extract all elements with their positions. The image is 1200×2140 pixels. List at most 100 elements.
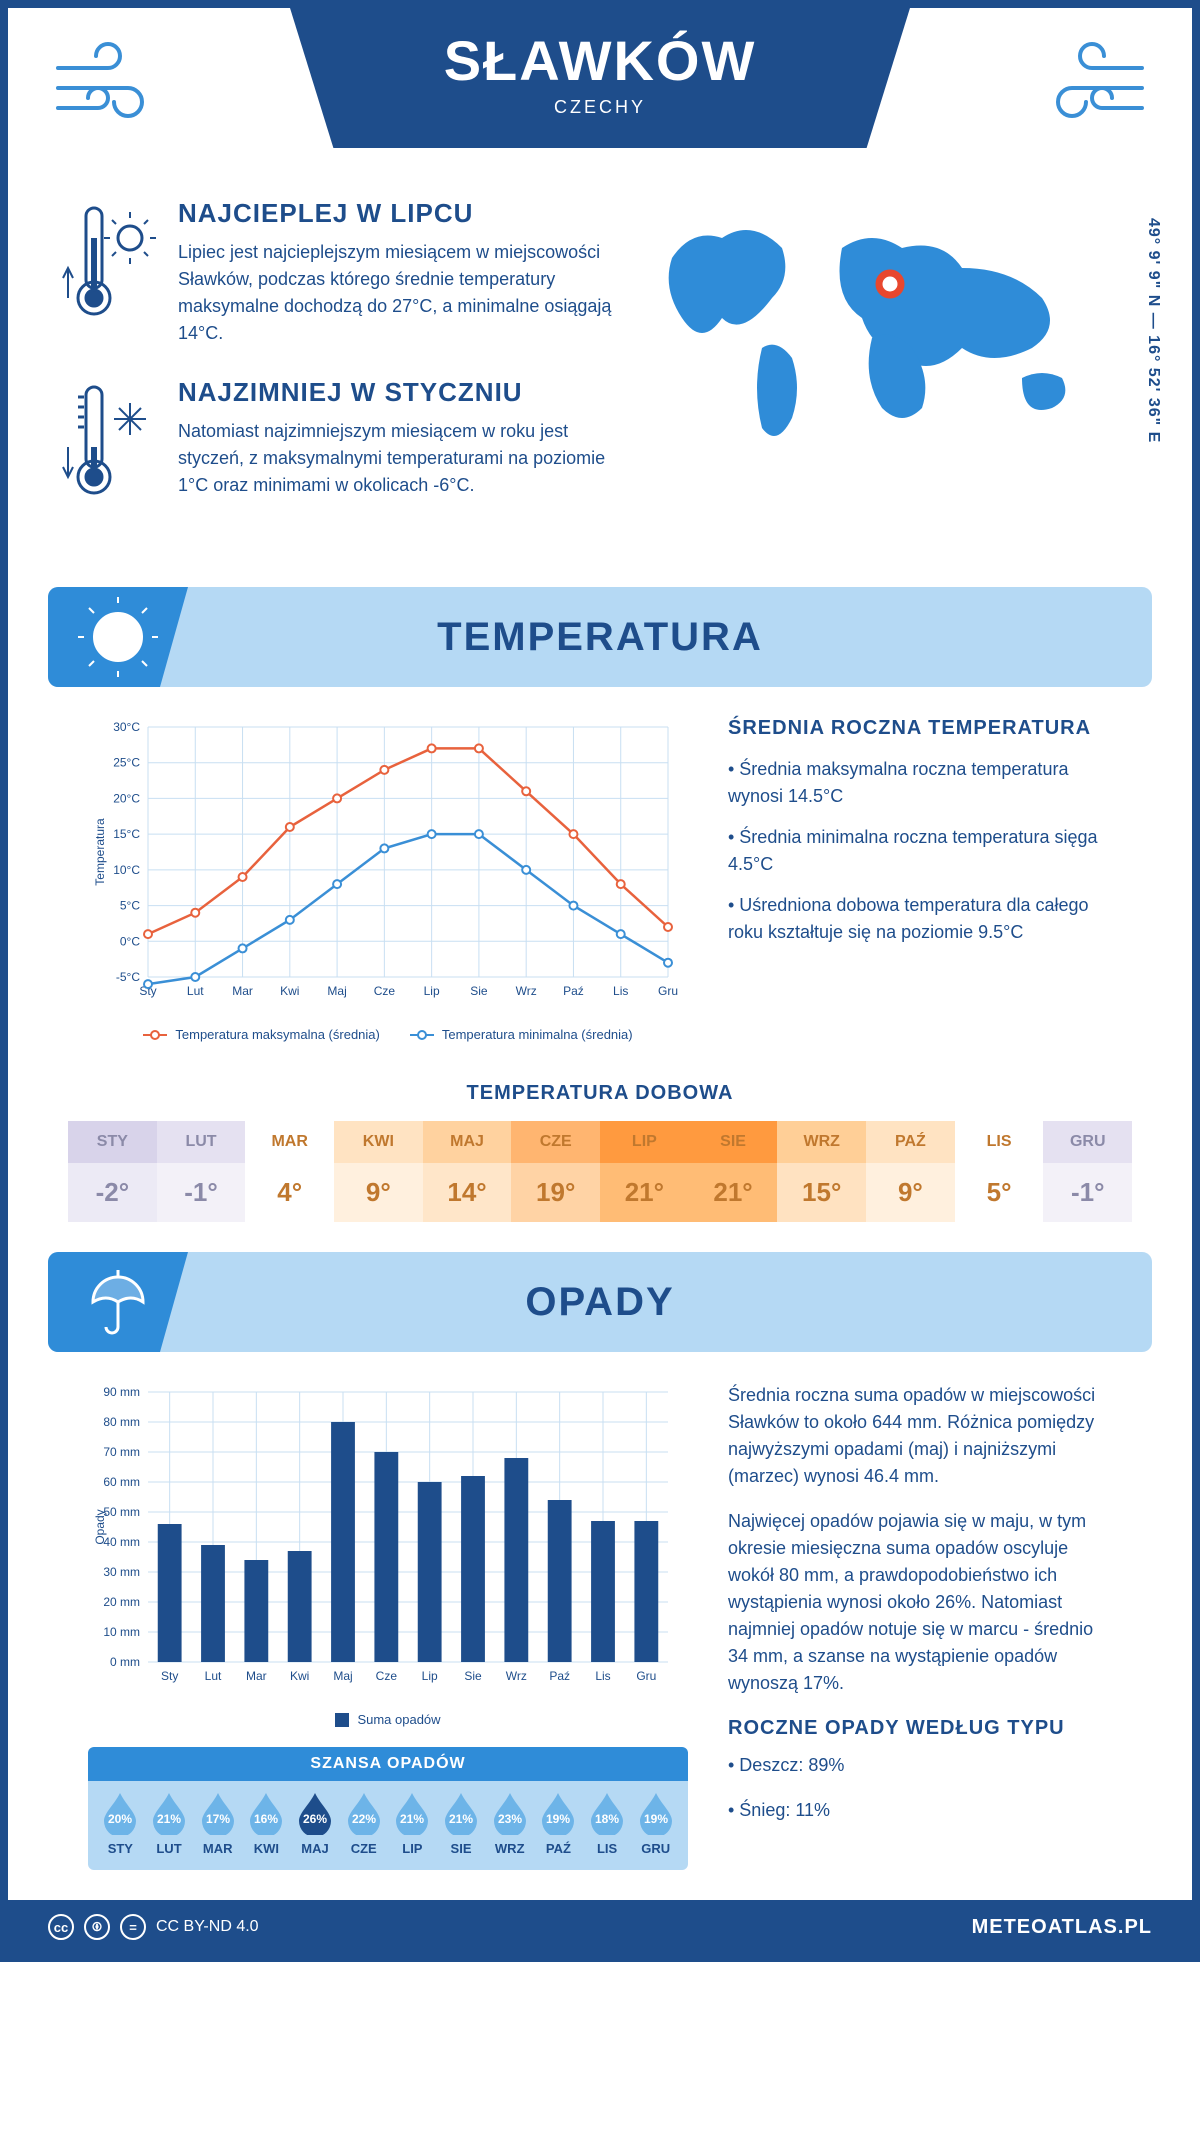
temperature-banner: TEMPERATURA [48, 587, 1152, 687]
daily-cell: LUT -1° [157, 1121, 246, 1222]
svg-text:80 mm: 80 mm [103, 1415, 140, 1429]
by-icon: 🅯 [84, 1914, 110, 1940]
daily-cell: SIE 21° [689, 1121, 778, 1222]
license-text: CC BY-ND 4.0 [156, 1918, 259, 1936]
hottest-block: NAJCIEPLEJ W LIPCU Lipiec jest najcieple… [58, 198, 612, 347]
svg-text:17%: 17% [206, 1812, 230, 1826]
precipitation-title: OPADY [48, 1280, 1152, 1325]
cc-icon: cc [48, 1914, 74, 1940]
daily-cell: MAJ 14° [423, 1121, 512, 1222]
svg-text:Maj: Maj [327, 984, 346, 998]
chance-cell: 22% CZE [339, 1791, 388, 1856]
footer: cc 🅯 = CC BY-ND 4.0 METEOATLAS.PL [8, 1900, 1192, 1954]
sun-icon [78, 597, 158, 677]
precip-type: • Śnieg: 11% [728, 1797, 1112, 1824]
drop-icon: 17% [198, 1791, 238, 1835]
title-banner: SŁAWKÓW CZECHY [290, 8, 910, 148]
drop-icon: 22% [344, 1791, 384, 1835]
chance-title: SZANSA OPADÓW [88, 1747, 688, 1781]
drop-icon: 26% [295, 1791, 335, 1835]
chance-cell: 18% LIS [583, 1791, 632, 1856]
drop-icon: 19% [538, 1791, 578, 1835]
legend-max-label: Temperatura maksymalna (średnia) [175, 1027, 379, 1042]
hottest-body: Lipiec jest najcieplejszym miesiącem w m… [178, 239, 612, 347]
svg-text:Gru: Gru [636, 1669, 656, 1683]
precipitation-chart: 0 mm10 mm20 mm30 mm40 mm50 mm60 mm70 mm8… [88, 1382, 688, 1727]
svg-text:Lip: Lip [422, 1669, 438, 1683]
svg-text:Lis: Lis [595, 1669, 610, 1683]
svg-text:60 mm: 60 mm [103, 1475, 140, 1489]
svg-text:Cze: Cze [376, 1669, 398, 1683]
daily-cell: STY -2° [68, 1121, 157, 1222]
drop-icon: 20% [100, 1791, 140, 1835]
drop-icon: 18% [587, 1791, 627, 1835]
drop-icon: 21% [441, 1791, 481, 1835]
chance-cell: 23% WRZ [485, 1791, 534, 1856]
temperature-legend: .legend-item:nth-child(1) .legend-swatch… [88, 1027, 688, 1042]
svg-text:Lip: Lip [424, 984, 440, 998]
city-title: SŁAWKÓW [350, 28, 850, 93]
country-subtitle: CZECHY [350, 97, 850, 118]
temp-bullet: • Średnia minimalna roczna temperatura s… [728, 824, 1112, 878]
chance-cell: 20% STY [96, 1791, 145, 1856]
svg-text:20%: 20% [108, 1812, 132, 1826]
hottest-heading: NAJCIEPLEJ W LIPCU [178, 198, 612, 229]
drop-icon: 16% [246, 1791, 286, 1835]
daily-cell: CZE 19° [511, 1121, 600, 1222]
svg-text:70 mm: 70 mm [103, 1445, 140, 1459]
svg-text:18%: 18% [595, 1812, 619, 1826]
drop-icon: 21% [149, 1791, 189, 1835]
daily-cell: GRU -1° [1043, 1121, 1132, 1222]
temperature-summary: ŚREDNIA ROCZNA TEMPERATURA • Średnia mak… [728, 717, 1112, 1042]
daily-cell: MAR 4° [245, 1121, 334, 1222]
svg-text:19%: 19% [546, 1812, 570, 1826]
precipitation-legend: Suma opadów [88, 1712, 688, 1727]
svg-text:25°C: 25°C [113, 756, 140, 770]
precip-para: Średnia roczna suma opadów w miejscowośc… [728, 1382, 1112, 1490]
svg-text:30 mm: 30 mm [103, 1565, 140, 1579]
svg-text:21%: 21% [449, 1812, 473, 1826]
coldest-heading: NAJZIMNIEJ W STYCZNIU [178, 377, 612, 408]
temp-bullet: • Średnia maksymalna roczna temperatura … [728, 756, 1112, 810]
svg-text:Sty: Sty [161, 1669, 178, 1683]
header: SŁAWKÓW CZECHY [8, 8, 1192, 188]
svg-text:16%: 16% [254, 1812, 278, 1826]
precip-type: • Deszcz: 89% [728, 1752, 1112, 1779]
svg-text:Cze: Cze [374, 984, 396, 998]
legend-min-label: Temperatura minimalna (średnia) [442, 1027, 633, 1042]
svg-text:21%: 21% [157, 1812, 181, 1826]
coldest-body: Natomiast najzimniejszym miesiącem w rok… [178, 418, 612, 499]
nd-icon: = [120, 1914, 146, 1940]
daily-cell: LIP 21° [600, 1121, 689, 1222]
svg-text:21%: 21% [400, 1812, 424, 1826]
svg-text:0°C: 0°C [120, 934, 140, 948]
temperature-chart: -5°C0°C5°C10°C15°C20°C25°C30°CStyLutMarK… [88, 717, 688, 1042]
svg-text:50 mm: 50 mm [103, 1505, 140, 1519]
temp-bullet: • Uśredniona dobowa temperatura dla całe… [728, 892, 1112, 946]
svg-text:Kwi: Kwi [280, 984, 299, 998]
site-name: METEOATLAS.PL [972, 1916, 1152, 1939]
svg-text:22%: 22% [352, 1812, 376, 1826]
drop-icon: 19% [636, 1791, 676, 1835]
svg-text:30°C: 30°C [113, 720, 140, 734]
daily-cell: LIS 5° [955, 1121, 1044, 1222]
svg-text:Lut: Lut [187, 984, 204, 998]
svg-text:Paź: Paź [563, 984, 584, 998]
svg-text:15°C: 15°C [113, 827, 140, 841]
svg-text:Mar: Mar [246, 1669, 267, 1683]
chance-cell: 19% PAŹ [534, 1791, 583, 1856]
daily-cell: KWI 9° [334, 1121, 423, 1222]
svg-text:Lut: Lut [205, 1669, 222, 1683]
svg-text:Lis: Lis [613, 984, 628, 998]
drop-icon: 21% [392, 1791, 432, 1835]
svg-text:20 mm: 20 mm [103, 1595, 140, 1609]
svg-text:-5°C: -5°C [116, 970, 140, 984]
chance-cell: 21% SIE [437, 1791, 486, 1856]
temp-summary-heading: ŚREDNIA ROCZNA TEMPERATURA [728, 717, 1112, 740]
temperature-title: TEMPERATURA [48, 615, 1152, 660]
thermometer-cold-icon [58, 377, 158, 507]
wind-icon [48, 38, 168, 138]
chance-cell: 19% GRU [631, 1791, 680, 1856]
coordinates: 49° 9' 9" N — 16° 52' 36" E [1144, 218, 1162, 443]
svg-text:Opady: Opady [93, 1509, 107, 1544]
